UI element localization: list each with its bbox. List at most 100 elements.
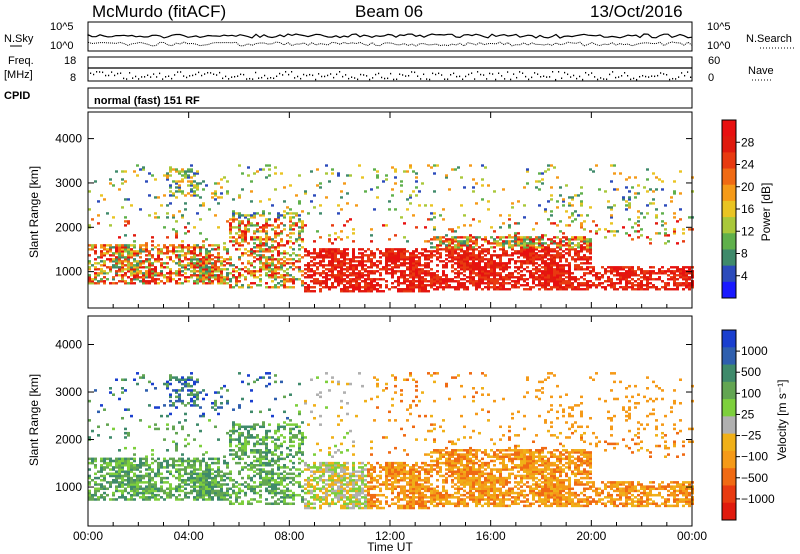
velocity-cell bbox=[193, 401, 196, 405]
power-cell bbox=[676, 288, 679, 291]
power-cell bbox=[130, 244, 133, 247]
power-cell bbox=[367, 248, 370, 251]
power-cell bbox=[442, 248, 445, 251]
power-cell bbox=[307, 290, 310, 293]
power-cell bbox=[499, 288, 502, 291]
velocity-cell bbox=[235, 485, 238, 488]
power-cell bbox=[265, 240, 268, 243]
power-cell bbox=[418, 268, 421, 271]
power-cell bbox=[529, 248, 532, 251]
power-cell bbox=[88, 262, 91, 265]
power-cell bbox=[412, 190, 415, 193]
power-cell bbox=[460, 176, 463, 179]
power-cell bbox=[571, 278, 574, 281]
power-cell bbox=[238, 248, 241, 251]
power-cell bbox=[388, 250, 391, 253]
power-cell bbox=[568, 266, 571, 269]
power-cell bbox=[613, 230, 616, 233]
velocity-cell bbox=[259, 481, 262, 484]
velocity-cell bbox=[259, 474, 262, 478]
velocity-cell bbox=[100, 459, 103, 463]
power-cell bbox=[259, 270, 262, 273]
velocity-cell bbox=[106, 487, 109, 491]
velocity-cell bbox=[184, 483, 187, 486]
power-cell bbox=[592, 220, 595, 223]
power-cell bbox=[322, 286, 325, 289]
power-cell bbox=[283, 224, 286, 227]
power-cell bbox=[433, 280, 436, 283]
power-cell bbox=[487, 240, 490, 243]
velocity-cell bbox=[157, 470, 160, 473]
power-cell bbox=[547, 266, 550, 269]
power-cell bbox=[517, 242, 520, 245]
power-cell bbox=[556, 250, 559, 253]
power-cell bbox=[532, 244, 535, 247]
power-cell bbox=[325, 280, 328, 283]
velocity-cell bbox=[154, 406, 157, 409]
velocity-cell bbox=[208, 496, 211, 499]
power-cell bbox=[307, 268, 310, 271]
power-cell bbox=[550, 194, 553, 197]
velocity-cell bbox=[238, 406, 241, 409]
power-cell bbox=[196, 172, 199, 175]
power-cell bbox=[193, 186, 196, 189]
power-cell bbox=[478, 274, 481, 277]
power-cell bbox=[148, 214, 151, 217]
power-cell bbox=[133, 268, 136, 271]
power-cell bbox=[337, 276, 340, 279]
velocity-cell bbox=[118, 489, 121, 493]
power-cell bbox=[481, 266, 484, 269]
power-cell bbox=[112, 266, 115, 269]
power-cell bbox=[634, 222, 637, 225]
nave-mark bbox=[561, 77, 563, 80]
power-cell bbox=[499, 262, 502, 265]
velocity-cell bbox=[238, 431, 241, 435]
power-cell bbox=[625, 276, 628, 279]
power-cell bbox=[553, 222, 556, 225]
power-cell bbox=[211, 272, 214, 275]
power-cell bbox=[292, 222, 295, 225]
power-cell bbox=[586, 238, 589, 241]
velocity-cell bbox=[169, 412, 172, 416]
nave-mark bbox=[450, 74, 452, 76]
power-cell bbox=[151, 256, 154, 259]
power-cell bbox=[583, 256, 586, 259]
power-cell bbox=[640, 280, 643, 283]
power-cell bbox=[379, 284, 382, 287]
power-cell bbox=[550, 256, 553, 259]
power-cell bbox=[178, 246, 181, 249]
nave-mark bbox=[153, 73, 155, 75]
power-cell bbox=[343, 286, 346, 289]
velocity-cell bbox=[202, 483, 205, 486]
velocity-cell bbox=[205, 476, 208, 480]
power-cell bbox=[628, 282, 631, 285]
velocity-cell bbox=[205, 461, 208, 465]
velocity-cell bbox=[187, 442, 190, 446]
power-cell bbox=[322, 270, 325, 273]
power-cell bbox=[397, 254, 400, 257]
power-cell bbox=[559, 272, 562, 275]
power-cell bbox=[442, 208, 445, 211]
velocity-cell bbox=[151, 485, 154, 488]
power-cell bbox=[346, 270, 349, 273]
power-cell bbox=[157, 252, 160, 255]
velocity-cell bbox=[124, 446, 127, 450]
power-cell bbox=[346, 276, 349, 279]
power-cell bbox=[136, 252, 139, 255]
power-cell bbox=[328, 252, 331, 255]
power-cell bbox=[454, 268, 457, 271]
power-cell bbox=[439, 252, 442, 255]
velocity-cell bbox=[157, 461, 160, 465]
velocity-cell bbox=[88, 491, 91, 495]
power-cell bbox=[394, 248, 397, 251]
power-cell bbox=[676, 274, 679, 277]
power-cell bbox=[493, 266, 496, 269]
velocity-cell bbox=[157, 406, 160, 409]
power-cell bbox=[535, 276, 538, 279]
power-cell bbox=[364, 264, 367, 267]
power-cell bbox=[628, 190, 631, 193]
power-cell bbox=[661, 270, 664, 273]
power-cell bbox=[610, 208, 613, 211]
power-cell bbox=[385, 254, 388, 257]
power-cell bbox=[541, 272, 544, 275]
